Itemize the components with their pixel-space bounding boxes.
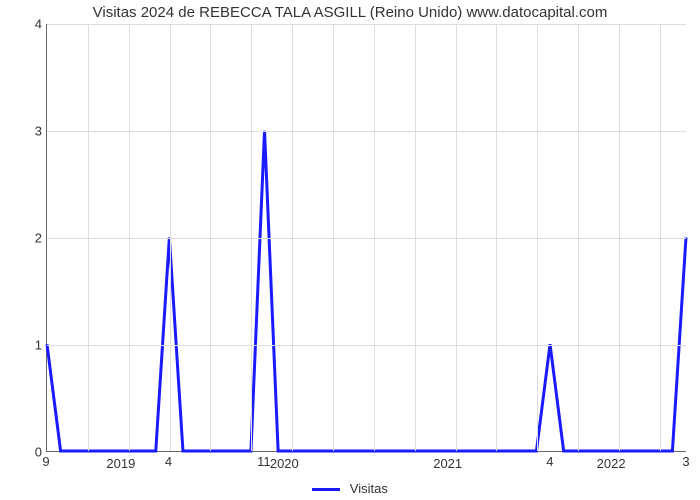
chart-title: Visitas 2024 de REBECCA TALA ASGILL (Rei…: [0, 4, 700, 21]
y-tick-label: 4: [12, 17, 42, 32]
x-year-label: 2022: [597, 456, 626, 471]
x-year-label: 2020: [270, 456, 299, 471]
x-point-label: 4: [546, 454, 553, 469]
gridline-v: [210, 24, 211, 451]
plot-area: [46, 24, 686, 452]
y-tick-label: 3: [12, 124, 42, 139]
x-point-label: 11: [257, 454, 271, 469]
x-year-label: 2021: [433, 456, 462, 471]
x-point-label: 4: [165, 454, 172, 469]
gridline-v: [170, 24, 171, 451]
legend-swatch: [312, 488, 340, 491]
gridline-h: [47, 345, 686, 346]
legend: Visitas: [0, 481, 700, 496]
gridline-v: [660, 24, 661, 451]
gridline-h: [47, 131, 686, 132]
gridline-v: [292, 24, 293, 451]
series-path: [47, 131, 686, 451]
gridline-v: [537, 24, 538, 451]
gridline-v: [415, 24, 416, 451]
y-tick-label: 1: [12, 338, 42, 353]
gridline-v: [578, 24, 579, 451]
y-tick-label: 0: [12, 445, 42, 460]
x-year-label: 2019: [106, 456, 135, 471]
gridline-v: [251, 24, 252, 451]
gridline-v: [619, 24, 620, 451]
x-point-label: 9: [42, 454, 49, 469]
gridline-v: [374, 24, 375, 451]
legend-label: Visitas: [350, 481, 388, 496]
gridline-v: [456, 24, 457, 451]
gridline-v: [496, 24, 497, 451]
gridline-h: [47, 24, 686, 25]
chart-container: Visitas 2024 de REBECCA TALA ASGILL (Rei…: [0, 0, 700, 500]
gridline-v: [88, 24, 89, 451]
gridline-h: [47, 238, 686, 239]
gridline-v: [333, 24, 334, 451]
gridline-v: [129, 24, 130, 451]
y-tick-label: 2: [12, 231, 42, 246]
x-point-label: 3: [682, 454, 689, 469]
